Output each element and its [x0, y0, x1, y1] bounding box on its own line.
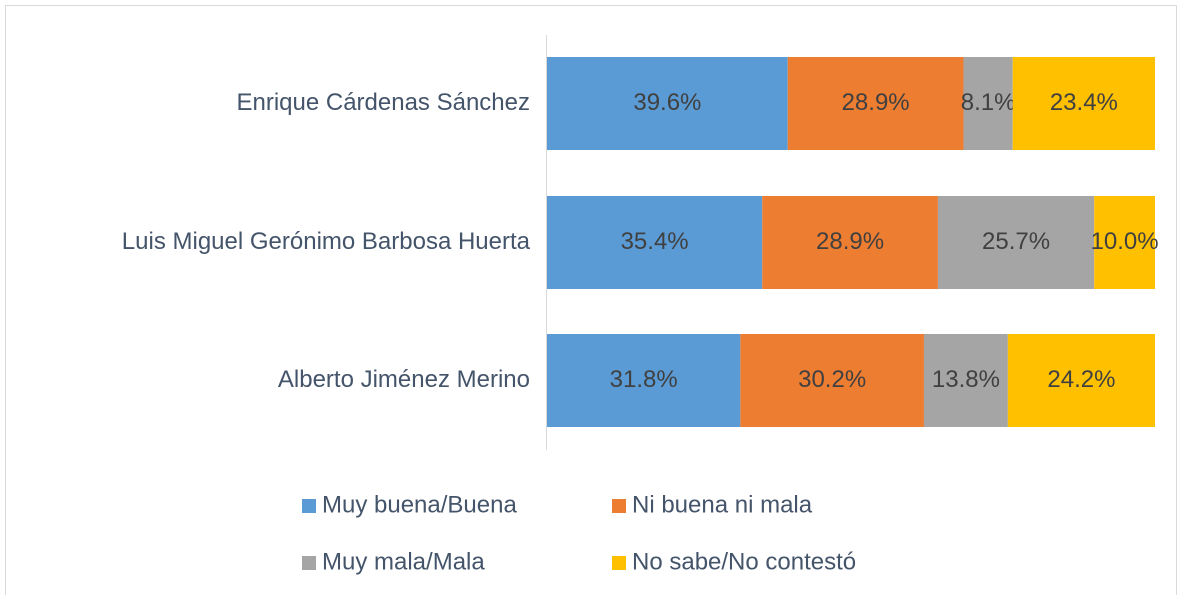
chart-frame [5, 5, 1177, 595]
bar-segment [1007, 334, 1155, 427]
data-label: 13.8% [932, 366, 1000, 393]
data-label: 24.2% [1047, 366, 1115, 393]
legend-label: No sabe/No contestó [632, 548, 856, 575]
category-label: Luis Miguel Gerónimo Barbosa Huerta [122, 228, 531, 255]
bar-segment [547, 196, 763, 289]
data-label: 31.8% [610, 366, 678, 393]
bar-segment [547, 57, 788, 150]
legend-swatch [612, 556, 626, 570]
legend-swatch [302, 499, 316, 513]
category-label: Enrique Cárdenas Sánchez [236, 89, 530, 116]
data-label: 39.6% [633, 89, 701, 116]
data-label: 10.0% [1091, 228, 1159, 255]
bar-segment [923, 334, 1008, 427]
legend-label: Muy mala/Mala [322, 548, 485, 575]
bar-segment [762, 196, 938, 289]
legend-label: Muy buena/Buena [322, 491, 517, 518]
bar-segment [937, 196, 1095, 289]
bar-segment [963, 57, 1013, 150]
data-label: 30.2% [798, 366, 866, 393]
legend-label: Ni buena ni mala [632, 491, 813, 518]
bar-segment [547, 334, 741, 427]
bar-segment [1012, 57, 1155, 150]
data-label: 25.7% [982, 228, 1050, 255]
bar-segment [740, 334, 924, 427]
data-label: 28.9% [842, 89, 910, 116]
category-label: Alberto Jiménez Merino [278, 366, 530, 393]
data-label: 8.1% [961, 89, 1016, 116]
bar-segment [787, 57, 964, 150]
legend-swatch [612, 499, 626, 513]
data-label: 35.4% [621, 228, 689, 255]
data-label: 23.4% [1050, 89, 1118, 116]
legend-swatch [302, 556, 316, 570]
data-label: 28.9% [816, 228, 884, 255]
bar-segment [1094, 196, 1155, 289]
